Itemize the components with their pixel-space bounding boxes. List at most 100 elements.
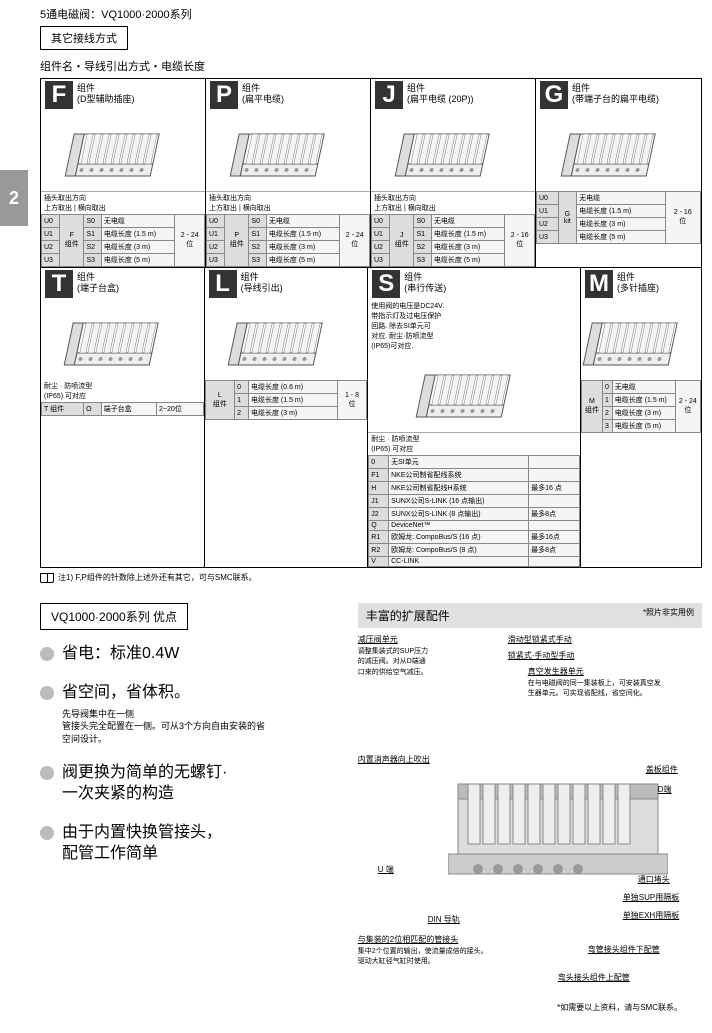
kit-letter: F: [45, 81, 73, 109]
kit-bottom-note: 耐尘 · 防喷流型 (IP65) 可对应: [41, 380, 204, 402]
spec-table: U0J 组件S0无电缆2 - 16 位U1S1电缆长度 (1.5 m)U2S2电…: [371, 214, 535, 267]
callout: 单独EXH用隔板: [623, 910, 679, 922]
advantage-text: 由于内置快换管接头， 配管工作简单: [62, 823, 222, 865]
kit-cell-J: J 组件(扁平电缆 (20P)) 插头取出方向 上方取出 | 横向取出 U0J …: [371, 79, 536, 267]
callout: 单独SUP用隔板: [623, 892, 679, 904]
kit-image: [368, 352, 580, 432]
spec-table: U0P 组件S0无电缆2 - 24 位U1S1电缆长度 (1.5 m)U2S2电…: [206, 214, 370, 267]
bullet-icon: [40, 766, 54, 780]
kit-note: 使用阀的电压是DC24V. 带指示灯及过电压保护 回路. 除去SI单元可 对应.…: [368, 300, 580, 352]
accessories-panel: 丰富的扩展配件 *照片非实用例: [358, 603, 702, 1013]
callout-label: 单独SUP用隔板: [623, 892, 679, 903]
accessories-title-note: *照片非实用例: [643, 607, 694, 624]
callout: D端: [658, 784, 672, 796]
kit-header: G 组件(带端子台的扁平电缆): [536, 79, 701, 111]
kit-image: [581, 300, 701, 380]
kit-image: [41, 300, 204, 380]
kit-cell-S: S 组件(串行传送) 使用阀的电压是DC24V. 带指示灯及过电压保护 回路. …: [368, 268, 581, 567]
callout-label: 通口堵头: [638, 874, 670, 885]
advantage-text: 省电：标准0.4W: [62, 644, 179, 665]
kit-header: F 组件(D型辅助插座): [41, 79, 205, 111]
accessories-diagram: 减压阀单元调整集装式的SUP压力 的减压阀。对从D端通 口来的供给空气减压。 滑动…: [358, 634, 702, 994]
callout-label: 盖板组件: [646, 764, 678, 775]
callout-label: D端: [658, 784, 672, 795]
kit-cell-F: F 组件(D型辅助插座) 插头取出方向 上方取出 | 横向取出 U0F 组件S0…: [41, 79, 206, 267]
footnote: 注1) F,P组件的针数除上述外还有其它，可与SMC联系。: [40, 572, 702, 583]
callout-label: DIN 导轨: [428, 914, 460, 925]
book-icon: [40, 573, 54, 583]
spec-table: T 组件O端子台盒2~20位: [41, 402, 204, 416]
wiring-box: 其它接线方式: [40, 26, 128, 50]
callout: 真空发生器单元在与电磁阀的同一集装板上，可安装真空发 生器单元。可实现省配线，省…: [528, 666, 661, 699]
callout-label: 单独EXH用隔板: [623, 910, 679, 921]
accessories-title: 丰富的扩展配件 *照片非实用例: [358, 603, 702, 628]
kit-subnote: 插头取出方向 上方取出 | 横向取出: [206, 191, 370, 214]
kit-header: S 组件(串行传送): [368, 268, 580, 300]
callout-label: 减压阀单元: [358, 634, 428, 645]
kit-title: 组件(带端子台的扁平电缆): [572, 81, 659, 105]
kit-header: M 组件(多针插座): [581, 268, 701, 300]
side-tab: 2: [0, 170, 28, 226]
kit-grid-row2: T 组件(端子台盒) 耐尘 · 防喷流型 (IP65) 可对应 T 组件O端子台…: [40, 268, 702, 568]
callout-label: 滑动型锁紧式手动: [508, 634, 572, 645]
kit-subnote: 耐尘 · 防喷流型 (IP65) 可对应: [368, 432, 580, 455]
kit-title: 组件(导线引出): [241, 270, 283, 294]
kit-letter: S: [372, 270, 400, 298]
callout: 滑动型锁紧式手动: [508, 634, 572, 646]
section-label: 组件名・导线引出方式・电缆长度: [40, 58, 702, 74]
spec-table: U0G kit无电缆2 - 16 位U1电缆长度 (1.5 m)U2电缆长度 (…: [536, 191, 701, 244]
kit-letter: J: [375, 81, 403, 109]
kit-subnote: 插头取出方向 上方取出 | 横向取出: [371, 191, 535, 214]
kit-title: 组件(端子台盒): [77, 270, 119, 294]
spec-table: L 组件0电缆长度 (0.6 m)1 - 8 位1电缆长度 (1.5 m)2电缆…: [205, 380, 368, 420]
kit-title: 组件(扁平电缆 (20P)): [407, 81, 474, 105]
callout-label: 真空发生器单元: [528, 666, 661, 677]
callout: 减压阀单元调整集装式的SUP压力 的减压阀。对从D端通 口来的供给空气减压。: [358, 634, 428, 677]
callout: U 端: [378, 864, 394, 876]
advantage-item: 阀更换为简单的无螺钉· 一次夹紧的构造: [40, 763, 348, 805]
kit-title: 组件(串行传送): [404, 270, 446, 294]
callout-desc: 在与电磁阀的同一集装板上，可安装真空发 生器单元。可实现省配线，省空间化。: [528, 680, 661, 697]
accessories-title-text: 丰富的扩展配件: [366, 607, 450, 624]
callout-label: 与集装的2位相匹配的管接头: [358, 934, 488, 945]
bullet-icon: [40, 686, 54, 700]
callout: 弯头接头组件上配管: [558, 972, 630, 984]
callout: 与集装的2位相匹配的管接头集中2个位置的输出，使流量成倍的接头。 驱动大缸径气缸…: [358, 934, 488, 967]
advantage-text: 省空间，省体积。 先导阀集中在一侧 管接头完全配置在一侧。可从3个方向自由安装的…: [62, 683, 265, 746]
kit-subnote: 插头取出方向 上方取出 | 横向取出: [41, 191, 205, 214]
callout: 锁紧式·手动型手动: [508, 650, 575, 662]
content: 5通电磁阀：VQ1000·2000系列 其它接线方式 组件名・导线引出方式・电缆…: [40, 6, 702, 1013]
advantage-item: 由于内置快换管接头， 配管工作简单: [40, 823, 348, 865]
kit-cell-M: M 组件(多针插座) M 组件0无电缆2 - 24 位1电缆长度 (1.5 m)…: [581, 268, 701, 567]
callout-desc: 调整集装式的SUP压力 的减压阀。对从D端通 口来的供给空气减压。: [358, 648, 428, 676]
kit-cell-P: P 组件(扁平电缆) 插头取出方向 上方取出 | 横向取出 U0P 组件S0无电…: [206, 79, 371, 267]
spec-table: 0无SI单元F1NKE公司制省配线系统HNKE公司制省配线H系统最多16 点J1…: [368, 455, 580, 567]
kit-header: J 组件(扁平电缆 (20P)): [371, 79, 535, 111]
callout: 内置消声器向上吹出: [358, 754, 430, 766]
advantages-row: VQ1000·2000系列 优点 省电：标准0.4W 省空间，省体积。 先导阀集…: [40, 603, 702, 1013]
kit-cell-T: T 组件(端子台盒) 耐尘 · 防喷流型 (IP65) 可对应 T 组件O端子台…: [41, 268, 205, 567]
kit-cell-G: G 组件(带端子台的扁平电缆) U0G kit无电缆2 - 16 位U1电缆长度…: [536, 79, 701, 267]
kit-letter: G: [540, 81, 568, 109]
advantage-text: 阀更换为简单的无螺钉· 一次夹紧的构造: [62, 763, 227, 805]
series-title: 5通电磁阀：VQ1000·2000系列: [40, 6, 702, 22]
kit-header: T 组件(端子台盒): [41, 268, 204, 300]
kit-letter: L: [209, 270, 237, 298]
callout-desc: 集中2个位置的输出，使流量成倍的接头。 驱动大缸径气缸时使用。: [358, 948, 488, 965]
advantage-heading: 省电：标准0.4W: [62, 644, 179, 665]
kit-header: L 组件(导线引出): [205, 268, 368, 300]
bullet-icon: [40, 826, 54, 840]
bullet-icon: [40, 647, 54, 661]
page: 2 5通电磁阀：VQ1000·2000系列 其它接线方式 组件名・导线引出方式・…: [0, 0, 712, 1033]
kit-image: [206, 111, 370, 191]
accessories-bottom-note: *如需要以上资料，请与SMC联系。: [358, 1002, 702, 1013]
kit-title: 组件(扁平电缆): [242, 81, 284, 105]
callout: 盖板组件: [646, 764, 678, 776]
advantages-title: VQ1000·2000系列 优点: [40, 603, 188, 630]
advantage-desc: 先导阀集中在一侧 管接头完全配置在一侧。可从3个方向自由安装的省 空间设计。: [62, 708, 265, 746]
callout-label: 弯管接头组件下配管: [588, 944, 660, 955]
kit-letter: P: [210, 81, 238, 109]
manifold-photo: [448, 754, 668, 894]
kit-title: 组件(多针插座): [617, 270, 659, 294]
kit-grid-row1: F 组件(D型辅助插座) 插头取出方向 上方取出 | 横向取出 U0F 组件S0…: [40, 78, 702, 268]
